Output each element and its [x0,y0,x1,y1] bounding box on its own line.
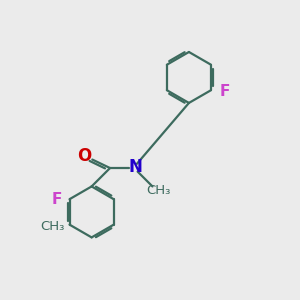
Text: O: O [77,147,91,165]
Text: F: F [219,85,230,100]
Text: CH₃: CH₃ [40,220,65,233]
Text: F: F [52,192,62,207]
Text: N: N [128,158,142,175]
Text: CH₃: CH₃ [147,184,171,197]
